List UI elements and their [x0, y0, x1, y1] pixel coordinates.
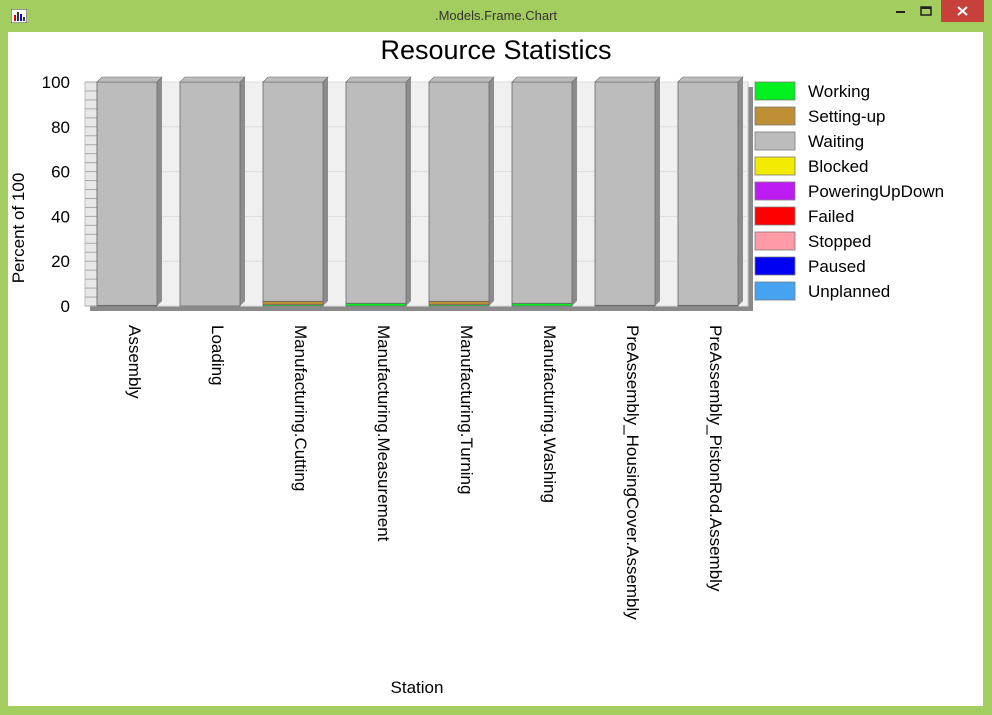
maximize-icon[interactable] [911, 0, 941, 22]
window-title: .Models.Frame.Chart [434, 8, 558, 23]
legend-label: Working [808, 82, 870, 101]
bar-top [96, 76, 163, 83]
bar-side [406, 77, 411, 306]
legend-swatch [754, 156, 796, 176]
legend-swatch [754, 256, 796, 276]
y-tick-label: 40 [51, 207, 70, 226]
bar-side [323, 77, 328, 306]
bar-side [157, 77, 162, 306]
y-tick-label: 60 [51, 163, 70, 182]
bar-segment [511, 81, 573, 304]
legend-label: Failed [808, 207, 854, 226]
bar-top [179, 76, 246, 83]
bar-side [738, 77, 743, 306]
legend-label: Waiting [808, 132, 864, 151]
bar-top [594, 76, 661, 83]
bar-top [511, 76, 578, 83]
bar-segment [345, 302, 407, 307]
legend-label: Paused [808, 257, 866, 276]
bar-segment [96, 81, 158, 306]
x-tick-label: PreAssembly_HousingCover.Assembly [623, 325, 642, 620]
x-axis-label: Station [391, 678, 444, 697]
y-tick-label: 0 [61, 297, 70, 316]
legend-swatch [754, 281, 796, 301]
bar-top [677, 76, 744, 83]
x-tick-label: Manufacturing.Cutting [291, 325, 310, 491]
chart-app-icon [11, 9, 27, 23]
bar-segment [428, 81, 490, 302]
bar-side [655, 77, 660, 306]
x-tick-label: PreAssembly_PistonRod.Assembly [706, 325, 725, 592]
minimize-icon[interactable] [885, 0, 917, 22]
legend-label: Unplanned [808, 282, 890, 301]
bar-segment [345, 81, 407, 304]
legend-label: Setting-up [808, 107, 886, 126]
legend-swatch [754, 131, 796, 151]
bar-segment [594, 81, 656, 306]
legend-swatch [754, 106, 796, 126]
x-tick-label: Manufacturing.Measurement [374, 325, 393, 542]
bar-segment [179, 81, 241, 307]
window-titlebar[interactable]: .Models.Frame.Chart [0, 0, 992, 32]
x-tick-label: Assembly [125, 325, 144, 399]
legend-swatch [754, 231, 796, 251]
bar-top [262, 76, 329, 83]
bar-side [572, 77, 577, 306]
legend-label: Stopped [808, 232, 871, 251]
bar-segment [511, 302, 573, 307]
bar-segment [428, 300, 490, 306]
legend-swatch [754, 206, 796, 226]
y-tick-label: 20 [51, 252, 70, 271]
bar-side [240, 77, 245, 306]
legend-swatch [754, 81, 796, 101]
bar-segment [677, 81, 739, 306]
close-icon[interactable] [941, 0, 984, 22]
chart-panel: 0 20 40 60 80 100 Assembly Loading Manufacturin… [8, 32, 983, 706]
bar-segment [262, 81, 324, 302]
bar-top [428, 76, 495, 83]
x-tick-label: Manufacturing.Turning [457, 325, 476, 494]
y-tick-label: 80 [51, 118, 70, 137]
bar-top [345, 76, 412, 83]
legend-label: PoweringUpDown [808, 182, 944, 201]
x-tick-label: Loading [208, 325, 227, 386]
legend-swatch [754, 181, 796, 201]
chart-title: Resource Statistics [380, 35, 611, 65]
bar-segment [262, 300, 324, 306]
legend-label: Blocked [808, 157, 868, 176]
x-tick-label: Manufacturing.Washing [540, 325, 559, 503]
bar-side [489, 77, 494, 306]
resource-statistics-chart: 0 20 40 60 80 100 Assembly Loading Manufacturin… [9, 35, 944, 697]
plot-left-wall [84, 81, 98, 307]
y-tick-label: 100 [42, 73, 70, 92]
y-axis-label: Percent of 100 [9, 173, 28, 284]
